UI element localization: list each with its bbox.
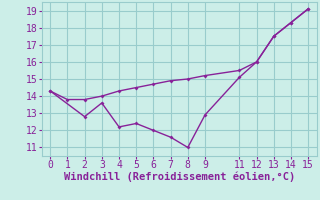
X-axis label: Windchill (Refroidissement éolien,°C): Windchill (Refroidissement éolien,°C) [64, 172, 295, 182]
